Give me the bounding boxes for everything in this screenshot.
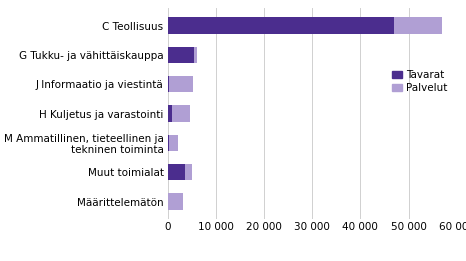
Bar bbox=[168, 164, 185, 180]
Bar bbox=[168, 47, 194, 63]
Legend: Tavarat, Palvelut: Tavarat, Palvelut bbox=[388, 66, 452, 97]
Bar bbox=[168, 76, 169, 92]
Bar bbox=[172, 105, 191, 122]
Bar bbox=[169, 76, 193, 92]
Bar bbox=[168, 17, 394, 34]
Bar bbox=[169, 193, 183, 210]
Bar bbox=[168, 193, 169, 210]
Bar bbox=[394, 17, 442, 34]
Bar bbox=[185, 164, 192, 180]
Bar bbox=[168, 135, 170, 151]
Bar bbox=[194, 47, 197, 63]
Bar bbox=[170, 135, 178, 151]
Bar bbox=[168, 105, 172, 122]
